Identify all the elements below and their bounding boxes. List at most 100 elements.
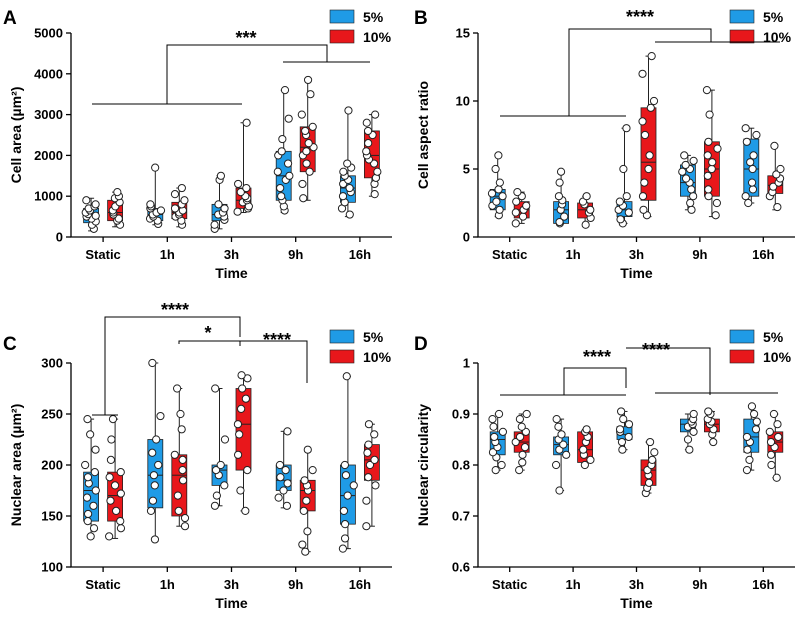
significance-bracket xyxy=(568,28,712,116)
legend-swatch xyxy=(329,9,355,24)
data-point xyxy=(273,167,282,176)
data-point xyxy=(582,192,591,201)
data-point xyxy=(108,415,118,424)
data-point xyxy=(494,409,504,419)
data-point xyxy=(106,496,115,505)
y-tick-label: 300 xyxy=(41,356,63,371)
data-point xyxy=(560,212,569,221)
legend-label: 5% xyxy=(763,9,784,25)
data-point xyxy=(243,466,252,475)
data-point xyxy=(747,402,757,411)
box-5%-1h xyxy=(551,415,571,495)
data-point xyxy=(774,432,783,442)
box-5%-1h xyxy=(553,167,569,228)
data-point xyxy=(515,466,524,475)
data-point xyxy=(681,174,691,183)
data-point xyxy=(555,217,564,227)
box-5%-3h xyxy=(210,384,230,510)
data-point xyxy=(518,458,527,467)
data-point xyxy=(640,178,649,187)
data-point xyxy=(297,110,306,119)
data-point xyxy=(776,164,785,174)
data-point xyxy=(306,90,315,99)
data-point xyxy=(752,417,761,426)
data-point xyxy=(176,409,185,419)
data-point xyxy=(551,460,561,470)
y-tick-label: 0.7 xyxy=(452,509,470,524)
y-axis-label: Nuclear area (µm²) xyxy=(8,404,24,526)
data-point xyxy=(767,450,776,459)
data-point xyxy=(116,524,126,533)
data-point xyxy=(91,445,100,454)
data-point xyxy=(709,437,718,447)
data-point xyxy=(615,425,625,434)
data-point xyxy=(704,407,713,416)
x-tick-label: 1h xyxy=(566,247,581,262)
x-tick-label: 3h xyxy=(224,247,239,262)
box-5%-Static xyxy=(487,151,507,220)
y-tick-label: 100 xyxy=(41,560,63,575)
data-point xyxy=(110,481,120,490)
data-point xyxy=(177,183,186,193)
legend-label: 10% xyxy=(363,349,392,365)
data-point xyxy=(338,192,348,201)
data-point xyxy=(299,194,308,203)
legend-label: 10% xyxy=(763,29,792,45)
significance-bracket xyxy=(626,347,711,395)
y-tick-label: 15 xyxy=(456,26,470,41)
data-point xyxy=(581,220,590,229)
data-point xyxy=(495,178,504,187)
data-point xyxy=(173,384,182,393)
data-point xyxy=(511,219,520,228)
data-point xyxy=(211,466,221,475)
data-point xyxy=(305,167,314,176)
data-point xyxy=(170,190,180,199)
x-axis-label: Time xyxy=(215,265,248,281)
box-5%-9h xyxy=(680,409,698,454)
data-point xyxy=(708,158,717,167)
data-point xyxy=(237,404,246,413)
data-point xyxy=(298,540,307,549)
significance-bracket xyxy=(240,340,308,383)
data-point xyxy=(241,394,250,403)
data-point xyxy=(556,167,566,176)
data-point xyxy=(362,496,371,505)
data-point xyxy=(370,455,379,464)
box-10%-1h xyxy=(577,425,595,470)
significance-bracket xyxy=(563,367,627,395)
data-point xyxy=(645,151,654,160)
data-point xyxy=(107,435,116,444)
y-tick-label: 10 xyxy=(456,94,470,109)
data-point xyxy=(580,460,589,470)
data-point xyxy=(233,450,243,459)
data-point xyxy=(742,466,752,475)
data-point xyxy=(616,215,625,224)
x-tick-label: 1h xyxy=(566,577,581,592)
data-point xyxy=(638,69,647,78)
data-point xyxy=(749,151,758,160)
data-point xyxy=(555,486,564,495)
data-point xyxy=(177,425,186,434)
data-point xyxy=(646,103,655,112)
significance-label: **** xyxy=(626,7,654,27)
data-point xyxy=(678,167,687,176)
data-point xyxy=(82,493,92,502)
box-10%-3h xyxy=(638,52,659,220)
panel-letter: D xyxy=(414,334,428,355)
data-point xyxy=(557,430,566,439)
data-point xyxy=(687,205,696,214)
data-point xyxy=(220,204,229,213)
data-point xyxy=(515,415,525,424)
data-point xyxy=(148,496,158,505)
data-point xyxy=(242,118,251,127)
data-point xyxy=(648,455,657,464)
data-point xyxy=(281,466,290,475)
data-point xyxy=(742,432,752,442)
data-point xyxy=(178,466,187,475)
data-point xyxy=(365,460,375,470)
legend-swatch xyxy=(329,329,355,344)
legend-swatch xyxy=(329,29,355,44)
x-tick-label: Static xyxy=(85,247,120,262)
data-point xyxy=(180,196,189,205)
data-point xyxy=(689,156,698,165)
